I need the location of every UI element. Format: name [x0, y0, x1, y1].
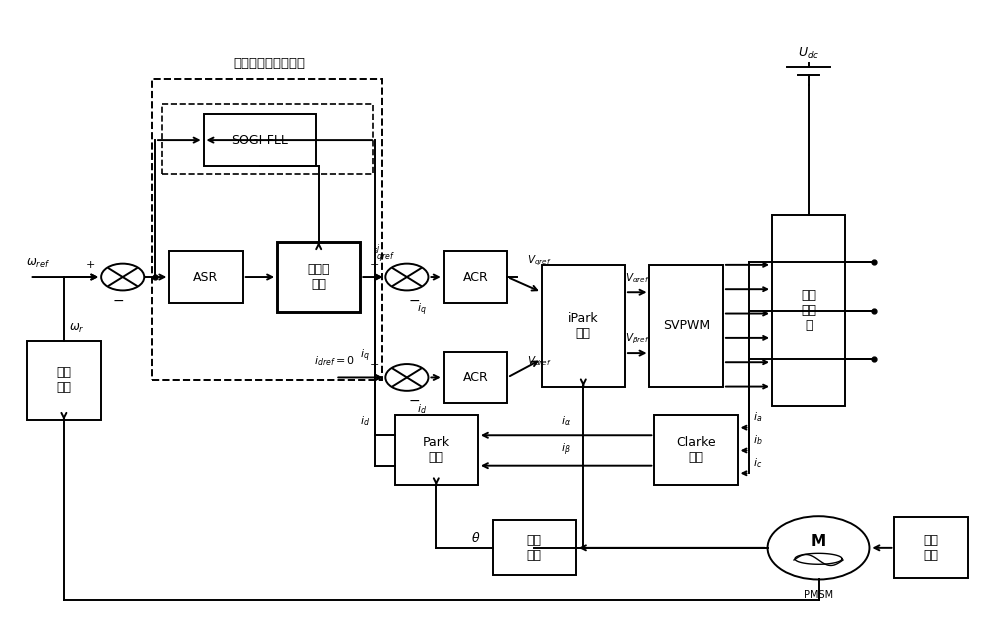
Text: $i_q$: $i_q$	[360, 348, 370, 365]
Text: $U_{dc}$: $U_{dc}$	[798, 46, 819, 61]
Bar	[162, 104, 373, 174]
Text: −: −	[113, 294, 125, 307]
Text: $i_a$: $i_a$	[753, 410, 763, 424]
Bar	[152, 79, 382, 381]
Text: +: +	[370, 260, 379, 270]
Text: $i_{\beta}$: $i_{\beta}$	[561, 442, 571, 458]
Bar	[772, 215, 845, 406]
Text: PMSM: PMSM	[804, 591, 833, 601]
Text: $i_q$: $i_q$	[417, 301, 426, 318]
Bar	[395, 415, 478, 486]
Bar	[542, 265, 625, 386]
Bar	[649, 265, 723, 386]
Text: 陷波滤
波器: 陷波滤 波器	[307, 263, 330, 291]
Text: $i_{dref}=0$: $i_{dref}=0$	[314, 355, 355, 368]
Text: +: +	[86, 260, 95, 270]
Text: 频率在线辨识与抑制: 频率在线辨识与抑制	[234, 57, 306, 70]
Circle shape	[768, 516, 869, 579]
Text: SVPWM: SVPWM	[663, 319, 710, 332]
Text: iPark
变换: iPark 变换	[568, 312, 599, 340]
Text: $i^j_{qref}$: $i^j_{qref}$	[373, 243, 394, 266]
Text: 谐振
负载: 谐振 负载	[924, 534, 939, 562]
Text: ACR: ACR	[463, 271, 488, 284]
Text: $\omega_{ref}$: $\omega_{ref}$	[26, 256, 50, 270]
Text: 三相
逆变
器: 三相 逆变 器	[801, 289, 816, 332]
Text: ASR: ASR	[193, 271, 219, 284]
Text: SOGI-FLL: SOGI-FLL	[231, 134, 288, 147]
Bar	[27, 341, 101, 420]
Text: −: −	[409, 294, 420, 307]
Bar	[277, 242, 360, 312]
Text: $V_{\alpha ref}$: $V_{\alpha ref}$	[625, 271, 650, 285]
Bar	[493, 520, 576, 575]
Text: Clarke
变换: Clarke 变换	[676, 437, 716, 465]
Text: $i_b$: $i_b$	[753, 433, 763, 447]
Text: $i_c$: $i_c$	[753, 456, 763, 469]
Text: 位置
検测: 位置 検测	[527, 534, 542, 562]
Text: ACR: ACR	[463, 371, 488, 384]
Text: $i_d$: $i_d$	[360, 415, 370, 428]
Text: $V_{dref}$: $V_{dref}$	[527, 355, 552, 368]
Text: Park
变换: Park 变换	[423, 437, 450, 465]
Text: $\theta$: $\theta$	[471, 531, 481, 545]
Bar	[654, 415, 738, 486]
Bar	[444, 251, 507, 303]
Circle shape	[101, 264, 144, 291]
Text: $i_d$: $i_d$	[417, 402, 427, 415]
Text: $V_{qref}$: $V_{qref}$	[527, 253, 552, 268]
Text: −: −	[409, 394, 420, 408]
Text: $i_{\alpha}$: $i_{\alpha}$	[561, 414, 571, 428]
Circle shape	[385, 364, 428, 391]
Text: 速度
検测: 速度 検测	[56, 366, 71, 394]
Circle shape	[385, 264, 428, 291]
Text: $V_{\beta ref}$: $V_{\beta ref}$	[625, 332, 650, 346]
Bar	[169, 251, 243, 303]
Text: +: +	[370, 360, 379, 370]
Text: M: M	[811, 534, 826, 549]
Bar	[204, 114, 316, 166]
Text: $\omega_r$: $\omega_r$	[69, 322, 84, 335]
Bar	[444, 351, 507, 403]
Bar	[894, 517, 968, 578]
